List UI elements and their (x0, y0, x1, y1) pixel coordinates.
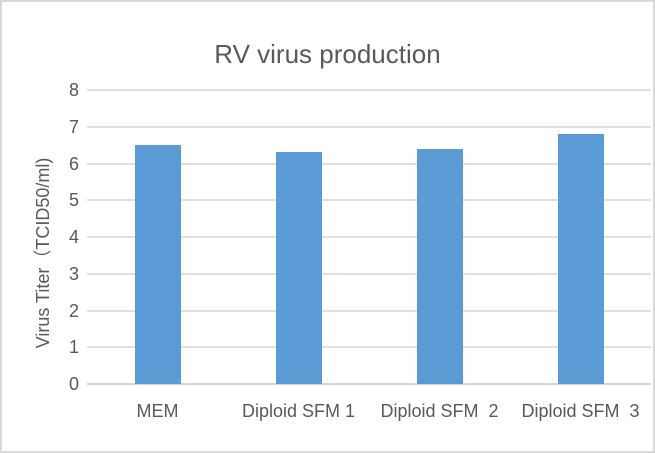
gridline (87, 162, 651, 165)
x-axis-line (87, 383, 651, 385)
x-category-label: Diploid SFM 3 (521, 401, 640, 421)
gridline (87, 346, 651, 349)
bar (275, 152, 322, 384)
y-tick-label: 7 (68, 116, 79, 137)
x-category-label: Diploid SFM 2 (380, 401, 499, 421)
gridline (87, 236, 651, 238)
y-tick-label: 0 (68, 374, 79, 394)
gridline (87, 272, 651, 275)
y-tick-label: 8 (68, 80, 79, 100)
y-tick-label: 2 (68, 300, 79, 321)
gridline (87, 309, 651, 312)
x-category-label: Diploid SFM 1 (241, 401, 356, 421)
y-tick-label: 1 (68, 337, 79, 358)
chart-title: RV virus production (214, 39, 441, 69)
y-tick-label: 4 (68, 227, 79, 247)
y-tick-label: 5 (68, 190, 79, 211)
bar (557, 134, 604, 384)
gridline (87, 125, 651, 128)
y-tick-label: 3 (68, 263, 79, 284)
y-tick-label: 6 (68, 153, 79, 174)
gridline (87, 199, 651, 202)
gridline (87, 89, 651, 91)
bar (416, 148, 463, 384)
bar (134, 145, 181, 384)
x-category-label: MEM (136, 401, 179, 421)
